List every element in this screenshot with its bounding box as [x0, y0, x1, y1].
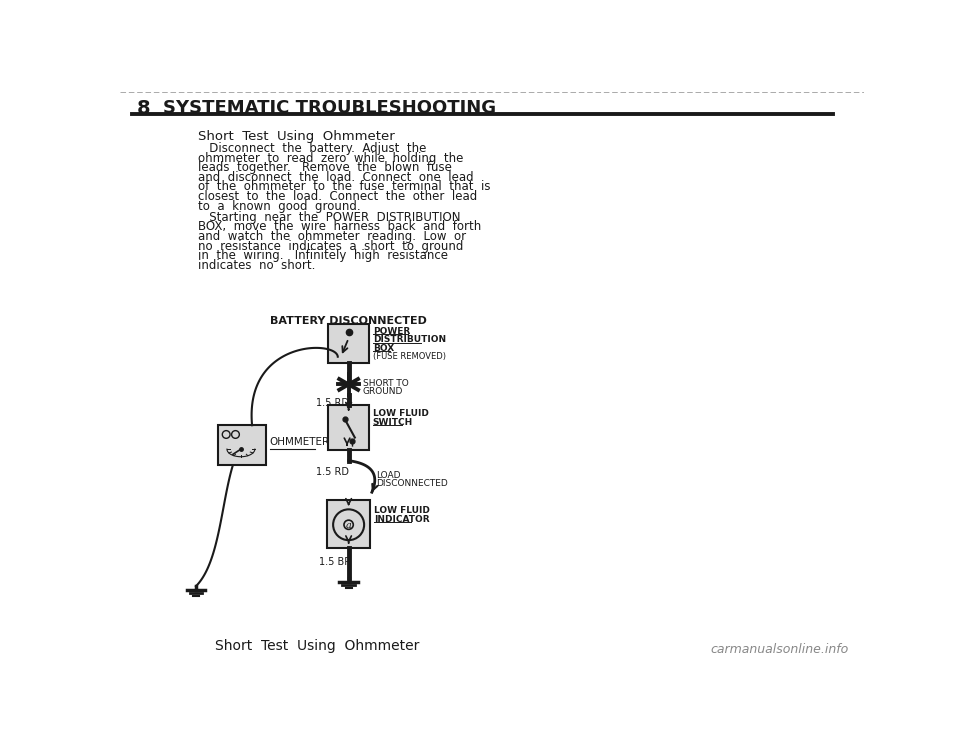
Text: 1.5 RD: 1.5 RD — [316, 467, 349, 477]
Bar — [328, 405, 369, 450]
Text: closest  to  the  load.  Connect  the  other  lead: closest to the load. Connect the other l… — [198, 190, 477, 203]
Bar — [219, 425, 267, 466]
Text: a: a — [346, 521, 351, 530]
Text: 8: 8 — [137, 98, 151, 118]
Text: LOAD: LOAD — [375, 471, 400, 480]
Text: carmanualsonline.info: carmanualsonline.info — [710, 643, 849, 656]
Circle shape — [223, 430, 230, 439]
Text: (FUSE REMOVED): (FUSE REMOVED) — [372, 352, 445, 361]
Text: Short  Test  Using  Ohmmeter: Short Test Using Ohmmeter — [215, 639, 420, 653]
Text: BATTERY DISCONNECTED: BATTERY DISCONNECTED — [270, 316, 427, 326]
Text: and  disconnect  the  load.  Connect  one  lead: and disconnect the load. Connect one lea… — [198, 171, 473, 184]
Text: SWITCH: SWITCH — [372, 418, 413, 427]
Text: of  the  ohmmeter  to  the  fuse  terminal  that  is: of the ohmmeter to the fuse terminal tha… — [198, 181, 490, 193]
Text: no  resistance  indicates  a  short  to  ground: no resistance indicates a short to groun… — [198, 239, 463, 253]
Text: DISCONNECTED: DISCONNECTED — [375, 479, 447, 488]
Text: in  the  wiring.   Infinitely  high  resistance: in the wiring. Infinitely high resistanc… — [198, 249, 447, 263]
Text: SHORT TO: SHORT TO — [363, 379, 408, 388]
Text: Starting  near  the  POWER  DISTRIBUTION: Starting near the POWER DISTRIBUTION — [198, 211, 460, 224]
Text: LOW FLUID: LOW FLUID — [374, 506, 430, 515]
Text: 1.5 RD: 1.5 RD — [316, 398, 349, 408]
Text: LOW FLUID: LOW FLUID — [372, 409, 428, 418]
Bar — [328, 325, 369, 363]
Text: ohmmeter  to  read  zero  while  holding  the: ohmmeter to read zero while holding the — [198, 151, 463, 165]
Circle shape — [231, 430, 239, 439]
Text: Disconnect  the  battery.  Adjust  the: Disconnect the battery. Adjust the — [198, 142, 426, 155]
Text: and  watch  the  ohmmeter  reading.  Low  or: and watch the ohmmeter reading. Low or — [198, 230, 466, 243]
Text: leads  together.   Remove  the  blown  fuse: leads together. Remove the blown fuse — [198, 161, 451, 174]
Bar — [327, 500, 371, 548]
Text: BOX: BOX — [372, 344, 394, 353]
Text: GROUND: GROUND — [363, 386, 403, 395]
Text: BOX,  move  the  wire  harness  back  and  forth: BOX, move the wire harness back and fort… — [198, 220, 481, 233]
Text: POWER: POWER — [372, 327, 410, 336]
Text: OHMMETER: OHMMETER — [270, 437, 329, 447]
Text: INDICATOR: INDICATOR — [374, 515, 430, 524]
Text: to  a  known  good  ground.: to a known good ground. — [198, 200, 360, 213]
Text: SYSTEMATIC TROUBLESHOOTING: SYSTEMATIC TROUBLESHOOTING — [162, 99, 495, 117]
Text: indicates  no  short.: indicates no short. — [198, 259, 315, 272]
Text: 1.5 BR: 1.5 BR — [319, 557, 351, 567]
Text: DISTRIBUTION: DISTRIBUTION — [372, 335, 445, 344]
Text: Short  Test  Using  Ohmmeter: Short Test Using Ohmmeter — [198, 130, 395, 142]
